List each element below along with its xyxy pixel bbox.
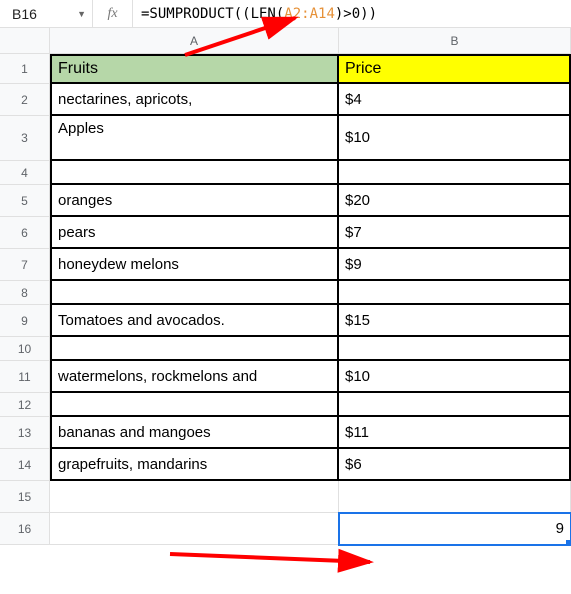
- row-header[interactable]: 14: [0, 449, 50, 481]
- col-header-a[interactable]: A: [50, 28, 339, 54]
- cell-b11[interactable]: $10: [339, 361, 571, 393]
- cell-a10[interactable]: [50, 337, 339, 361]
- col-header-b[interactable]: B: [339, 28, 571, 54]
- cell-a15[interactable]: [50, 481, 339, 513]
- cell-a6[interactable]: pears: [50, 217, 339, 249]
- row-header[interactable]: 15: [0, 481, 50, 513]
- row-header[interactable]: 6: [0, 217, 50, 249]
- cell-a14[interactable]: grapefruits, mandarins: [50, 449, 339, 481]
- cell-b10[interactable]: [339, 337, 571, 361]
- formula-range-ref: A2:A14: [284, 6, 335, 22]
- row-header[interactable]: 8: [0, 281, 50, 305]
- formula-suffix: )>0)): [335, 6, 377, 22]
- cell-b2[interactable]: $4: [339, 84, 571, 116]
- cell-b7[interactable]: $9: [339, 249, 571, 281]
- row-header[interactable]: 9: [0, 305, 50, 337]
- row-header[interactable]: 11: [0, 361, 50, 393]
- cell-b13[interactable]: $11: [339, 417, 571, 449]
- cell-a5[interactable]: oranges: [50, 185, 339, 217]
- cell-b3[interactable]: $10: [339, 116, 571, 161]
- cell-a4[interactable]: [50, 161, 339, 185]
- row-header[interactable]: 3: [0, 116, 50, 161]
- cell-a1[interactable]: Fruits: [50, 54, 339, 84]
- row-header[interactable]: 4: [0, 161, 50, 185]
- cell-a3[interactable]: Apples: [50, 116, 339, 161]
- sheet-grid[interactable]: A B 1 Fruits Price 2 nectarines, apricot…: [0, 28, 571, 545]
- cell-a8[interactable]: [50, 281, 339, 305]
- formula-prefix: =SUMPRODUCT((LEN(: [141, 6, 284, 22]
- row-header[interactable]: 13: [0, 417, 50, 449]
- select-all-corner[interactable]: [0, 28, 50, 54]
- header-fruits: Fruits: [58, 60, 98, 78]
- name-box[interactable]: B16 ▼: [0, 0, 93, 28]
- row-header[interactable]: 12: [0, 393, 50, 417]
- formula-bar[interactable]: =SUMPRODUCT((LEN(A2:A14)>0)): [133, 0, 571, 28]
- result-value: 9: [556, 520, 564, 537]
- cell-b15[interactable]: [339, 481, 571, 513]
- cell-a11[interactable]: watermelons, rockmelons and: [50, 361, 339, 393]
- cell-a12[interactable]: [50, 393, 339, 417]
- row-header[interactable]: 2: [0, 84, 50, 116]
- cell-b8[interactable]: [339, 281, 571, 305]
- cell-b16-selected[interactable]: 9: [339, 513, 571, 545]
- formula-row: B16 ▼ fx =SUMPRODUCT((LEN(A2:A14)>0)): [0, 0, 571, 28]
- name-box-value: B16: [12, 6, 37, 22]
- row-header[interactable]: 10: [0, 337, 50, 361]
- cell-b5[interactable]: $20: [339, 185, 571, 217]
- row-header[interactable]: 5: [0, 185, 50, 217]
- header-price: Price: [345, 60, 381, 78]
- cell-a9[interactable]: Tomatoes and avocados.: [50, 305, 339, 337]
- cell-b6[interactable]: $7: [339, 217, 571, 249]
- row-header[interactable]: 16: [0, 513, 50, 545]
- cell-b1[interactable]: Price: [339, 54, 571, 84]
- fx-icon: fx: [93, 0, 133, 28]
- cell-b4[interactable]: [339, 161, 571, 185]
- cell-a7[interactable]: honeydew melons: [50, 249, 339, 281]
- cell-b12[interactable]: [339, 393, 571, 417]
- cell-a13[interactable]: bananas and mangoes: [50, 417, 339, 449]
- cell-b14[interactable]: $6: [339, 449, 571, 481]
- row-header[interactable]: 7: [0, 249, 50, 281]
- name-box-dropdown-icon[interactable]: ▼: [77, 9, 86, 19]
- cell-b9[interactable]: $15: [339, 305, 571, 337]
- cell-a16[interactable]: [50, 513, 339, 545]
- cell-a2[interactable]: nectarines, apricots,: [50, 84, 339, 116]
- annotation-arrow-bottom: [165, 540, 385, 580]
- row-header[interactable]: 1: [0, 54, 50, 84]
